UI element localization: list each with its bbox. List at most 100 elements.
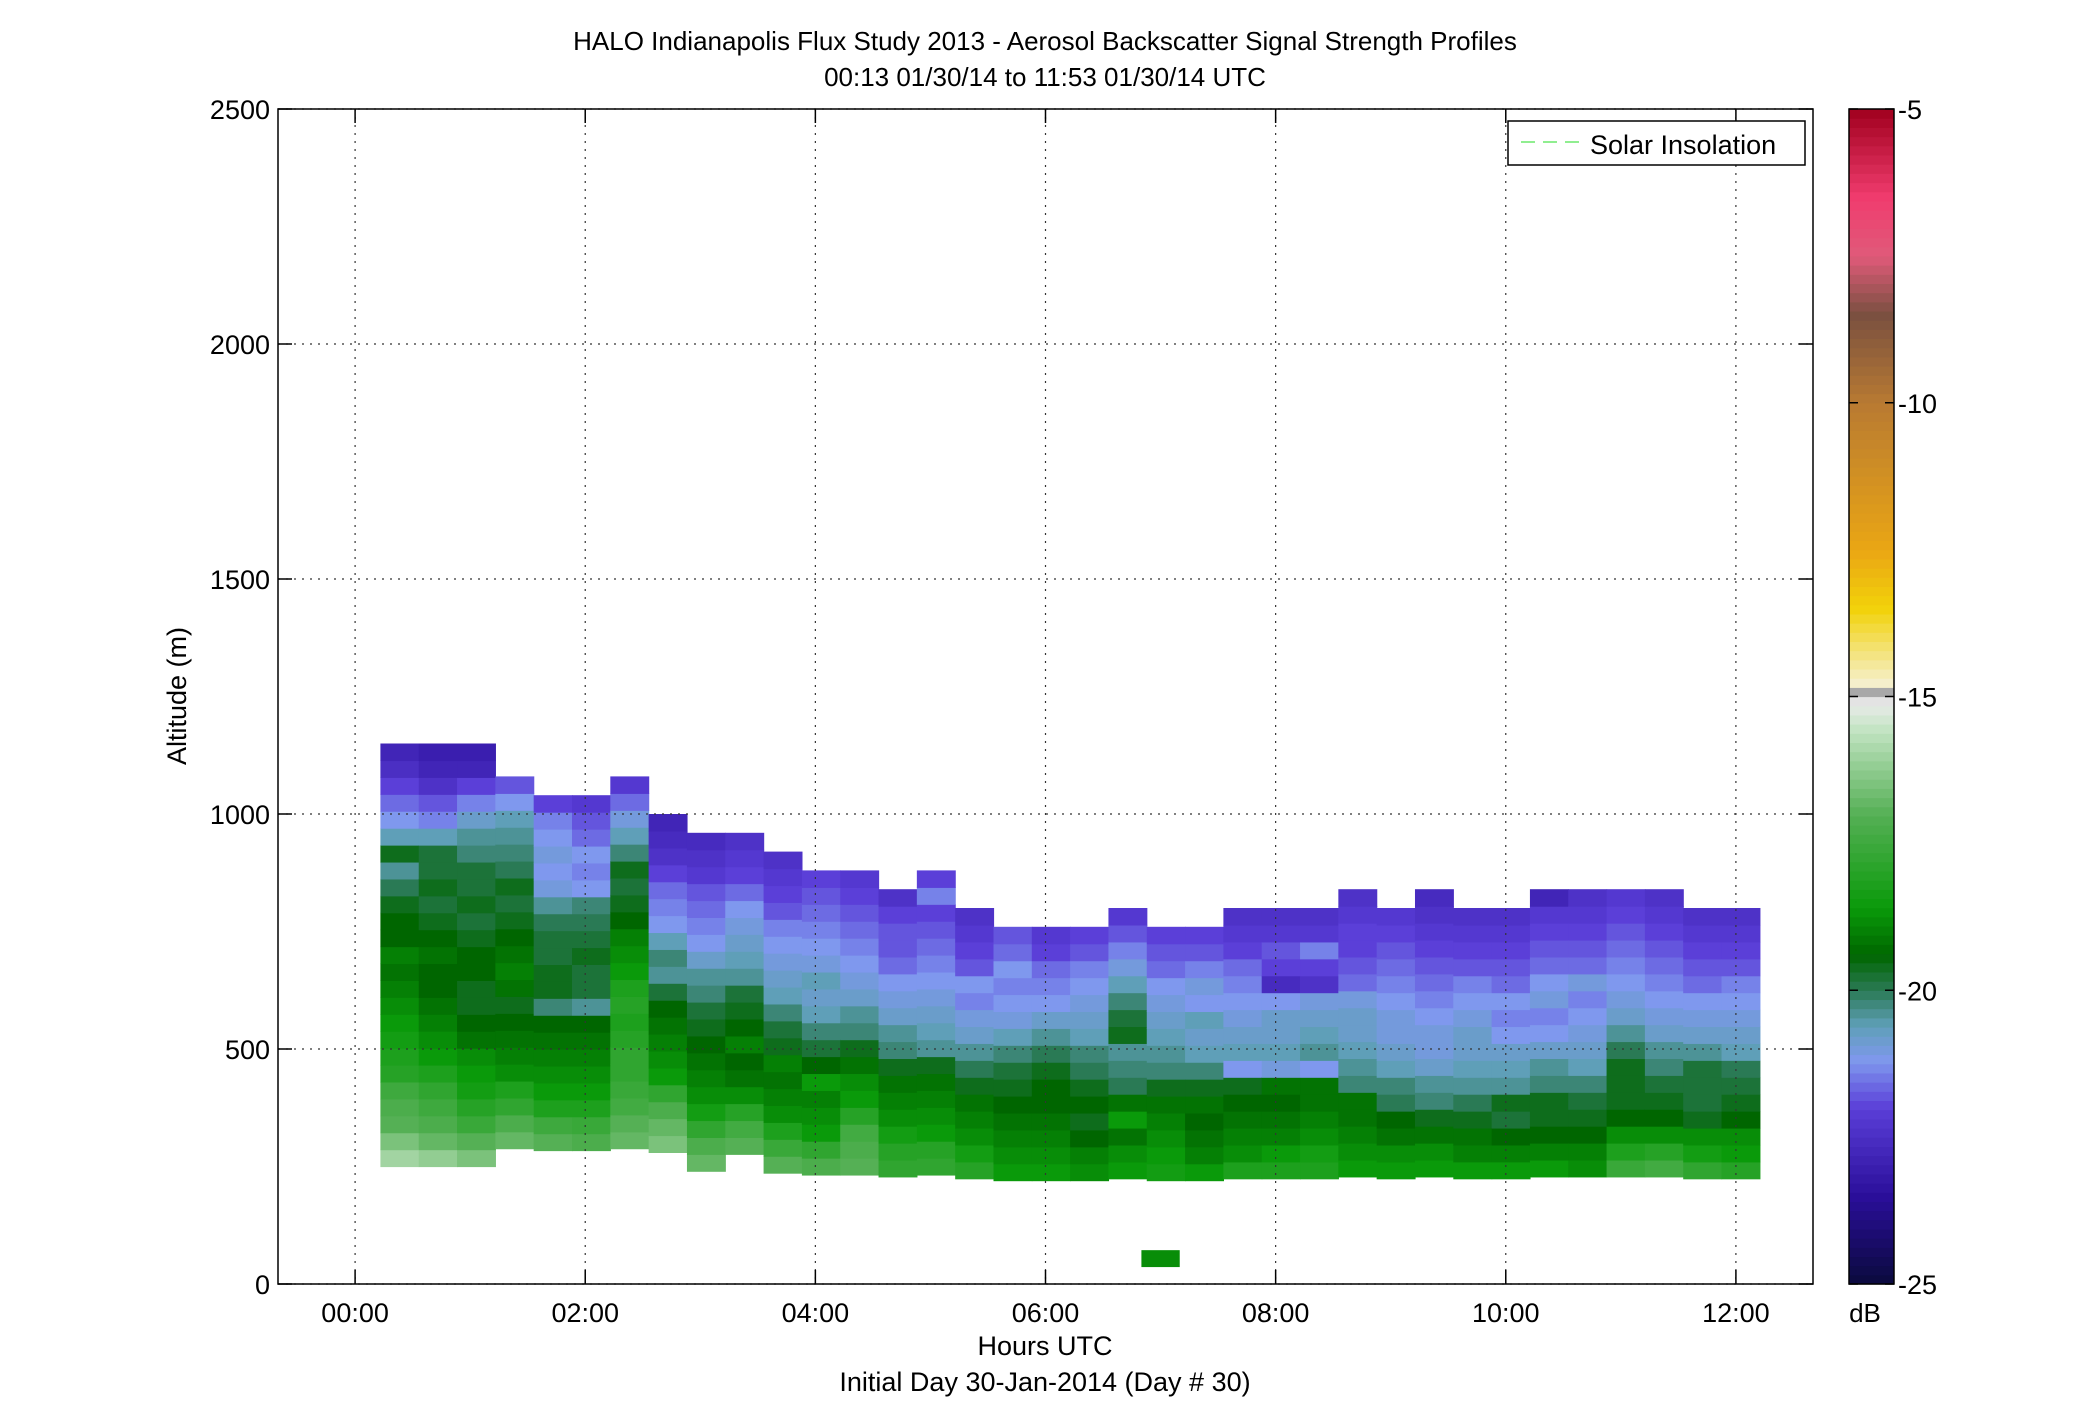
heatmap-cell xyxy=(1491,975,1531,994)
colorbar-band xyxy=(1849,549,1894,560)
colorbar-band xyxy=(1849,834,1894,844)
heatmap-cell xyxy=(1261,1009,1301,1028)
heatmap-cell xyxy=(763,1054,803,1073)
heatmap-cell xyxy=(495,861,535,879)
y-tick-label: 2000 xyxy=(210,330,270,360)
heatmap-cell xyxy=(457,861,496,880)
heatmap-cell xyxy=(1644,1041,1684,1059)
y-tick-labels: 0 500 1000 1500 2000 2500 xyxy=(210,95,270,1300)
colorbar-band xyxy=(1849,1192,1894,1202)
heatmap-cell xyxy=(533,913,573,932)
heatmap-cell xyxy=(955,908,995,926)
heatmap-cell xyxy=(533,896,573,915)
heatmap-cell xyxy=(610,911,650,930)
heatmap-cell xyxy=(878,889,918,907)
colorbar-band xyxy=(1849,861,1894,872)
heatmap-cell xyxy=(763,1105,803,1123)
heatmap-cell xyxy=(725,832,765,851)
heatmap-cell xyxy=(1223,975,1263,994)
heatmap-cell xyxy=(916,1124,956,1142)
heatmap-cell xyxy=(495,894,535,913)
colorbar-band xyxy=(1849,512,1894,523)
colorbar-band xyxy=(1849,825,1894,835)
heatmap-cell xyxy=(1453,1161,1493,1180)
heatmap-cell xyxy=(495,1080,535,1099)
colorbar-band xyxy=(1849,164,1894,174)
colorbar-band xyxy=(1849,760,1894,771)
heatmap-cell xyxy=(1146,1112,1186,1131)
heatmap-cell xyxy=(1644,889,1684,907)
heatmap-cell xyxy=(1338,1143,1378,1161)
heatmap-cell xyxy=(1414,990,1454,1009)
heatmap-cell xyxy=(610,1097,650,1116)
heatmap-cell xyxy=(1146,943,1186,962)
heatmap-cell xyxy=(1338,1159,1378,1178)
heatmap-cell xyxy=(1644,1126,1684,1144)
heatmap-cell xyxy=(457,1149,496,1168)
heatmap-cell xyxy=(1338,1058,1378,1076)
heatmap-cell xyxy=(1721,992,1761,1011)
heatmap-cell xyxy=(955,1043,995,1061)
heatmap-cell xyxy=(1031,1096,1071,1114)
heatmap-cell xyxy=(1185,1096,1224,1114)
heatmap-cell xyxy=(1606,973,1646,992)
colorbar-band xyxy=(1849,623,1894,633)
colorbar-gradient xyxy=(1849,109,1894,1285)
heatmap-cell xyxy=(533,1133,573,1152)
colorbar-ticks: -25 -20 -15 -10 -5 xyxy=(1849,95,1937,1300)
heatmap-cell xyxy=(1568,1092,1608,1110)
heatmap-cell xyxy=(418,1048,458,1066)
colorbar-band xyxy=(1849,1146,1894,1157)
heatmap-cell xyxy=(1721,908,1761,926)
heatmap-cell xyxy=(840,887,880,905)
chart-title: HALO Indianapolis Flux Study 2013 - Aero… xyxy=(573,26,1517,56)
heatmap-cell xyxy=(1300,1043,1339,1061)
heatmap-cell xyxy=(1223,1111,1263,1129)
heatmap-cell xyxy=(1529,923,1569,941)
heatmap-cell xyxy=(1414,939,1454,958)
heatmap-cell xyxy=(1568,1007,1608,1026)
heatmap-cell xyxy=(1300,1111,1339,1129)
heatmap-cell xyxy=(1568,939,1608,958)
colorbar-band xyxy=(1849,219,1894,229)
colorbar-band xyxy=(1849,1109,1894,1120)
heatmap-cell xyxy=(572,964,611,982)
heatmap-cell xyxy=(801,971,841,990)
heatmap-cell xyxy=(380,895,420,914)
heatmap-cell xyxy=(1185,926,1224,945)
heatmap-cell xyxy=(1223,1127,1263,1146)
heatmap-cell xyxy=(572,845,611,864)
heatmap-cell xyxy=(1491,1144,1531,1163)
heatmap-cell xyxy=(457,760,496,778)
heatmap-cell xyxy=(380,811,420,829)
heatmap-cell xyxy=(1644,973,1684,992)
heatmap-cell xyxy=(1453,1009,1493,1028)
x-axis-label: Hours UTC xyxy=(977,1331,1112,1361)
heatmap-cell xyxy=(840,1124,880,1142)
heatmap-cell xyxy=(916,1141,956,1159)
heatmap-cell xyxy=(993,1079,1033,1097)
colorbar-band xyxy=(1849,1256,1894,1267)
heatmap-cell xyxy=(1261,1127,1301,1146)
heatmap-cell xyxy=(1529,973,1569,992)
heatmap-cell xyxy=(1338,1109,1378,1127)
colorbar-band xyxy=(1849,522,1894,532)
colorbar-band xyxy=(1849,347,1894,358)
heatmap-cell xyxy=(648,847,688,866)
heatmap-cell xyxy=(763,885,803,903)
heatmap-cell xyxy=(1376,1127,1416,1146)
heatmap-cell xyxy=(993,1146,1033,1165)
heatmap-cell xyxy=(1683,924,1723,943)
heatmap-cell xyxy=(380,1098,420,1117)
heatmap-cell xyxy=(1376,1077,1416,1095)
colorbar-band xyxy=(1849,678,1894,688)
heatmap-cell xyxy=(993,1028,1033,1046)
heatmap-cell xyxy=(457,828,496,846)
heatmap-cell xyxy=(1683,1161,1723,1180)
heatmap-cell xyxy=(1108,924,1148,943)
heatmap-cell xyxy=(686,1120,726,1138)
heatmap-cell xyxy=(572,1049,611,1067)
colorbar-band xyxy=(1849,935,1894,945)
heatmap-cell xyxy=(801,1073,841,1091)
heatmap-cell xyxy=(1606,923,1646,941)
